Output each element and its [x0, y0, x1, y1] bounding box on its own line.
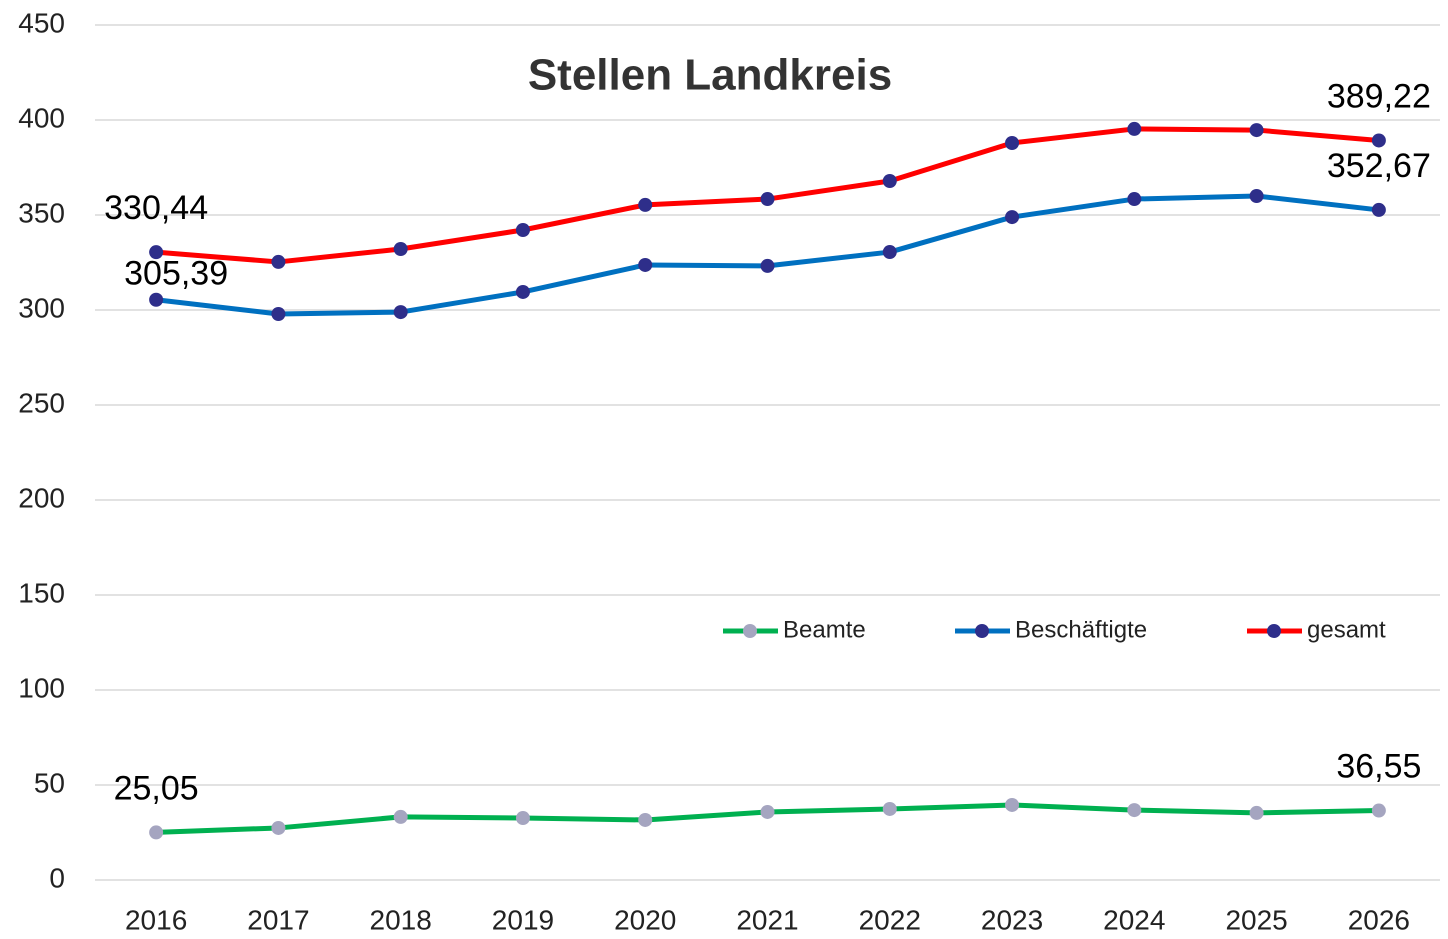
y-tick-label: 300 — [18, 292, 65, 323]
legend-label: Beamte — [783, 616, 866, 643]
y-tick-label: 350 — [18, 197, 65, 228]
x-tick-label: 2025 — [1225, 904, 1287, 935]
data-label: 389,22 — [1327, 77, 1431, 115]
data-point — [1371, 133, 1386, 148]
data-point — [1127, 192, 1142, 207]
data-point — [515, 811, 530, 826]
legend-label: Beschäftigte — [1015, 616, 1147, 643]
x-tick-label: 2019 — [492, 904, 554, 935]
y-tick-label: 0 — [49, 862, 65, 893]
data-point — [760, 192, 775, 207]
data-point — [271, 254, 286, 269]
data-point — [882, 245, 897, 260]
data-point — [760, 258, 775, 273]
data-point — [393, 809, 408, 824]
x-tick-label: 2021 — [736, 904, 798, 935]
x-tick-label: 2023 — [981, 904, 1043, 935]
data-point — [1005, 210, 1020, 225]
data-point — [638, 812, 653, 827]
data-point — [149, 825, 164, 840]
x-tick-label: 2020 — [614, 904, 676, 935]
legend-marker — [1267, 624, 1281, 638]
data-point — [1005, 797, 1020, 812]
data-point — [271, 306, 286, 321]
data-point — [515, 223, 530, 238]
legend-marker — [975, 624, 989, 638]
data-point — [760, 804, 775, 819]
data-point — [1249, 189, 1264, 203]
x-tick-label: 2022 — [859, 904, 921, 935]
data-label: 25,05 — [114, 769, 199, 807]
data-label: 305,39 — [124, 255, 228, 293]
data-point — [1005, 135, 1020, 150]
legend-marker — [743, 624, 757, 638]
data-point — [515, 284, 530, 299]
data-point — [149, 292, 164, 307]
data-point — [149, 245, 164, 260]
data-label: 330,44 — [104, 189, 208, 227]
data-point — [1127, 803, 1142, 818]
y-tick-label: 400 — [18, 102, 65, 133]
x-tick-label: 2017 — [247, 904, 309, 935]
y-tick-label: 450 — [18, 7, 65, 38]
data-point — [1249, 123, 1264, 138]
data-point — [882, 173, 897, 188]
x-tick-label: 2026 — [1348, 904, 1410, 935]
data-point — [1371, 202, 1386, 217]
x-tick-label: 2018 — [370, 904, 432, 935]
data-point — [638, 257, 653, 272]
data-point — [393, 242, 408, 257]
y-tick-label: 100 — [18, 672, 65, 703]
data-point — [882, 801, 897, 816]
data-point — [1249, 805, 1264, 820]
data-point — [271, 820, 286, 835]
data-label: 352,67 — [1327, 147, 1431, 185]
data-point — [1127, 121, 1142, 136]
y-tick-label: 250 — [18, 387, 65, 418]
data-point — [638, 197, 653, 212]
data-point — [1371, 803, 1386, 818]
x-tick-label: 2024 — [1103, 904, 1165, 935]
y-tick-label: 50 — [34, 767, 65, 798]
data-point — [393, 305, 408, 320]
data-label: 36,55 — [1336, 748, 1421, 786]
y-tick-label: 150 — [18, 577, 65, 608]
chart-title: Stellen Landkreis — [528, 51, 892, 100]
legend-label: gesamt — [1307, 616, 1386, 643]
y-tick-label: 200 — [18, 482, 65, 513]
x-tick-label: 2016 — [125, 904, 187, 935]
